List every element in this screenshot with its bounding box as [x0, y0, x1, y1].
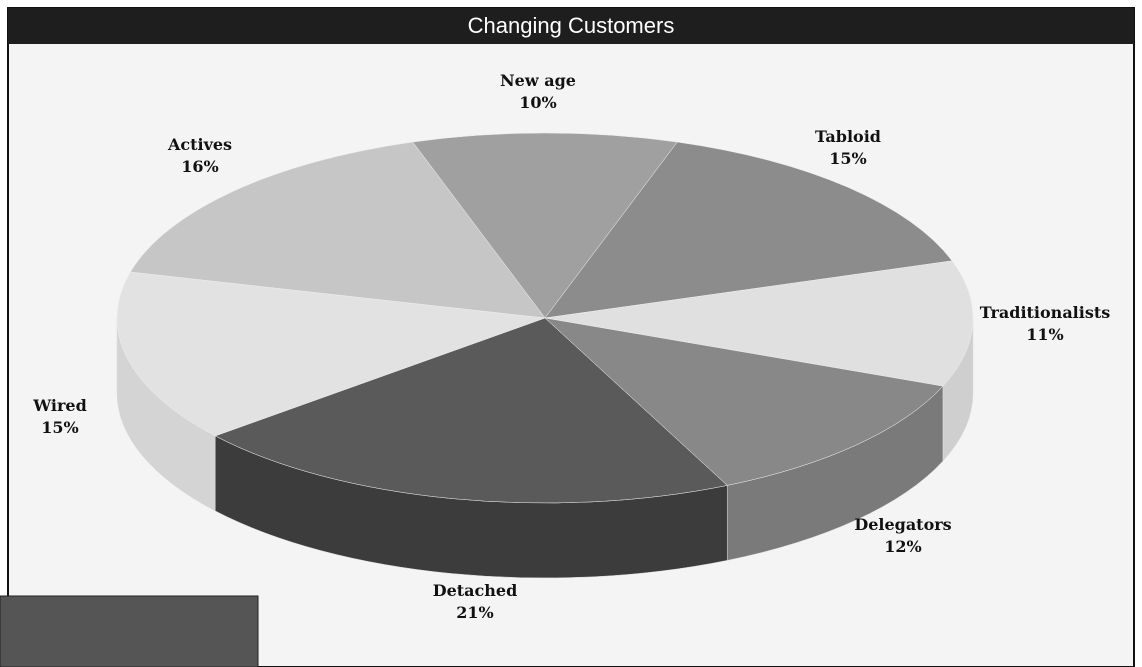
- slice-value-label: 16%: [181, 157, 218, 176]
- slice-label: Detached: [433, 581, 518, 600]
- slice-value-label: 11%: [1026, 325, 1063, 344]
- slice-label: Traditionalists: [980, 303, 1111, 322]
- slice-value-label: 21%: [456, 603, 493, 622]
- chart-title: Changing Customers: [468, 13, 675, 38]
- slice-label: Delegators: [854, 515, 951, 534]
- slice-value-label: 15%: [829, 149, 866, 168]
- slice-value-label: 10%: [519, 93, 556, 112]
- slice-label: Wired: [32, 396, 87, 415]
- slice: [130, 141, 546, 319]
- slice-label: Actives: [167, 135, 232, 154]
- slice-value-label: 15%: [41, 418, 78, 437]
- slice-label: Tabloid: [815, 127, 881, 146]
- slice-value-label: 12%: [884, 537, 921, 556]
- slice: [214, 317, 728, 504]
- title-bar: [8, 8, 1134, 44]
- slice: [544, 317, 944, 486]
- pie: [116, 132, 974, 579]
- slice: [544, 141, 953, 319]
- slice: [116, 271, 546, 437]
- slice: [412, 132, 678, 319]
- slice-label: New age: [500, 71, 576, 90]
- thumbnail-image: [0, 595, 259, 667]
- slice: [544, 260, 974, 387]
